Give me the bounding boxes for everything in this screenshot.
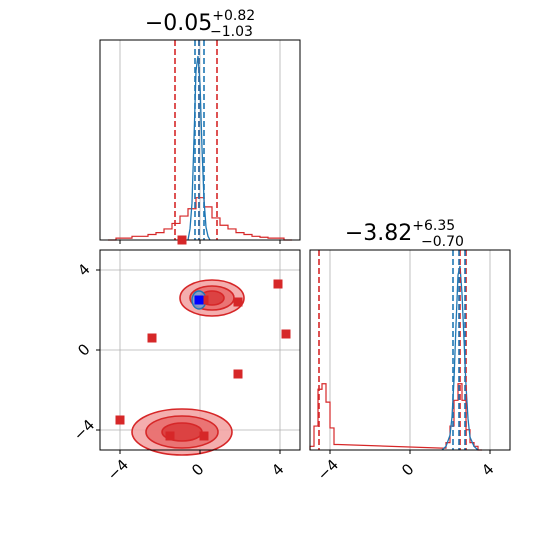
x-tick-label: 0	[398, 460, 417, 479]
title-param-2: −3.82+6.35	[345, 218, 455, 246]
reference-point	[233, 297, 243, 307]
reference-point	[165, 431, 175, 441]
x-tick-label: 0	[188, 460, 207, 479]
title-param-1: −0.05+0.82	[145, 8, 255, 36]
points-layer	[115, 235, 291, 441]
title-sub: −0.70	[421, 234, 464, 250]
reference-point	[199, 295, 209, 305]
series-layer	[108, 40, 292, 241]
posterior-density	[441, 265, 479, 451]
marginal-panel-param-2: −4 0 4 −3.82+6.35 −0.70	[309, 218, 511, 484]
title-sub: −1.03	[210, 24, 253, 40]
reference-point	[233, 369, 243, 379]
y-ticks: −4 0 4	[70, 260, 100, 444]
title-main: −3.82	[345, 221, 412, 246]
title-sup: +6.35	[412, 218, 455, 234]
x-tick-label: −4	[314, 456, 342, 484]
y-tick-label: 4	[74, 260, 93, 279]
x-ticks	[119, 240, 281, 244]
reference-point	[177, 235, 187, 245]
grid	[119, 40, 281, 240]
reference-point	[115, 415, 125, 425]
contour-layer	[131, 279, 245, 456]
joint-panel: −4 0 4 −4 0 4	[70, 235, 301, 484]
series-layer	[309, 250, 482, 451]
reference-point	[281, 329, 291, 339]
marginal-panel-param-1: −0.05+0.82 −1.03	[99, 8, 301, 244]
true-value-point	[194, 295, 204, 305]
y-tick-label: 0	[74, 340, 93, 359]
title-sup: +0.82	[212, 8, 255, 24]
title-main: −0.05	[145, 11, 212, 36]
reference-point	[273, 279, 283, 289]
x-ticks: −4 0 4	[104, 450, 288, 484]
y-tick-label: −4	[70, 416, 98, 444]
x-tick-label: 4	[478, 460, 497, 479]
reference-point	[147, 333, 157, 343]
x-tick-label: 4	[268, 460, 287, 479]
x-tick-label: −4	[104, 456, 132, 484]
x-ticks: −4 0 4	[314, 450, 498, 484]
reference-histogram	[309, 383, 482, 451]
reference-point	[199, 431, 209, 441]
